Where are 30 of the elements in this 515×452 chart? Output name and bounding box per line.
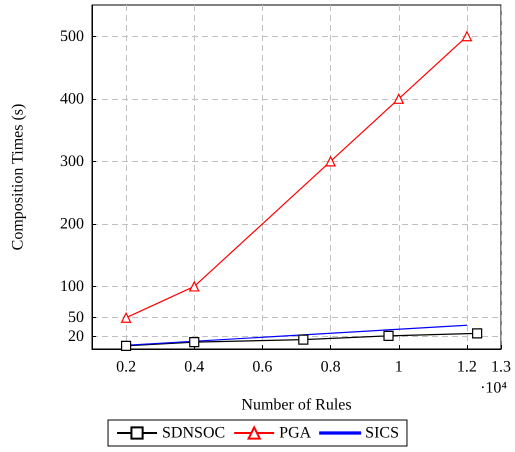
- y-tick-label: 50: [68, 309, 84, 326]
- x-tick-label: 0.2: [116, 358, 136, 376]
- point: [394, 94, 404, 104]
- y-axis-title: Composition Times (s): [10, 104, 26, 250]
- x-tick-label: 1.2: [456, 358, 477, 376]
- point: [120, 340, 132, 351]
- y-tick-label: 400: [60, 90, 84, 108]
- legend-label: SDNSOC: [162, 424, 226, 442]
- point: [298, 334, 308, 345]
- y-tick-label: 100: [60, 278, 84, 295]
- y-tick-label: 300: [60, 152, 84, 170]
- point: [472, 328, 482, 338]
- point: [383, 330, 394, 341]
- text: ·10⁴: [480, 380, 508, 396]
- point: [325, 156, 336, 166]
- legend-label: SICS: [365, 424, 399, 442]
- point: [462, 31, 472, 42]
- legend-label: PGA: [279, 424, 312, 442]
- x-tick-label: 0.6: [252, 358, 272, 376]
- point: [189, 281, 200, 292]
- point: [189, 337, 200, 348]
- y-tick-label: 20: [68, 328, 84, 345]
- x-tick-label: 0.8: [320, 358, 341, 376]
- x-axis-title: Number of Rules: [241, 396, 352, 414]
- x-tick-label: 1.3: [491, 358, 511, 376]
- point: [120, 312, 132, 323]
- x-tick-label: 1: [394, 358, 403, 376]
- y-tick-label: 500: [60, 28, 84, 45]
- y-tick-label: 200: [60, 215, 84, 232]
- x-tick-label: 0.4: [184, 358, 204, 376]
